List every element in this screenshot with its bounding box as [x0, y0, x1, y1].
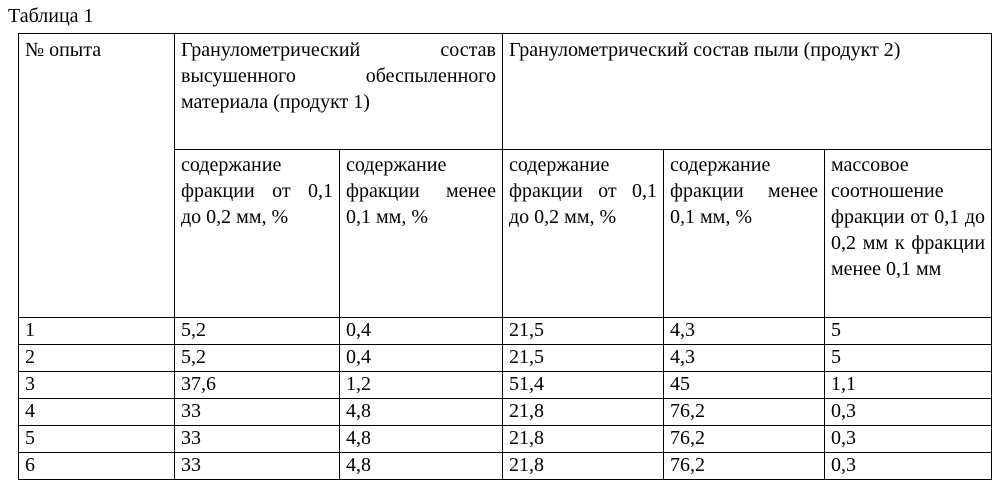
table-row: 5 33 4,8 21,8 76,2 0,3 [19, 426, 992, 453]
cell-p2-fraction-01-02: 51,4 [503, 372, 664, 399]
cell-p2-fraction-01-02: 21,8 [503, 426, 664, 453]
cell-p2-fraction-under-01: 76,2 [664, 426, 825, 453]
cell-p2-fraction-under-01: 76,2 [664, 453, 825, 480]
cell-mass-ratio: 0,3 [825, 426, 992, 453]
cell-p1-fraction-01-02: 33 [175, 399, 340, 426]
cell-mass-ratio: 0,3 [825, 399, 992, 426]
table-row: 3 37,6 1,2 51,4 45 1,1 [19, 372, 992, 399]
cell-p2-fraction-01-02: 21,5 [503, 345, 664, 372]
table-caption: Таблица 1 [8, 4, 94, 28]
subheader-p2-fraction-under-01: содержание фракции менее 0,1 мм, % [664, 150, 825, 318]
header-experiment-no: № опыта [19, 34, 175, 318]
cell-p1-fraction-under-01: 0,4 [340, 318, 503, 345]
cell-p2-fraction-under-01: 4,3 [664, 318, 825, 345]
cell-p1-fraction-under-01: 4,8 [340, 453, 503, 480]
cell-experiment-no: 4 [19, 399, 175, 426]
cell-p1-fraction-01-02: 33 [175, 426, 340, 453]
cell-mass-ratio: 5 [825, 345, 992, 372]
cell-mass-ratio: 1,1 [825, 372, 992, 399]
cell-p2-fraction-01-02: 21,8 [503, 453, 664, 480]
cell-p2-fraction-under-01: 45 [664, 372, 825, 399]
table-row: 2 5,2 0,4 21,5 4,3 5 [19, 345, 992, 372]
granulometry-table: № опыта Гранулометрический состав высуше… [18, 33, 992, 480]
subheader-mass-ratio: массовое соотношение фракции от 0,1 до 0… [825, 150, 992, 318]
cell-experiment-no: 1 [19, 318, 175, 345]
cell-experiment-no: 3 [19, 372, 175, 399]
table-row: 4 33 4,8 21,8 76,2 0,3 [19, 399, 992, 426]
header-row: № опыта Гранулометрический состав высуше… [19, 34, 992, 150]
cell-p2-fraction-01-02: 21,8 [503, 399, 664, 426]
cell-experiment-no: 5 [19, 426, 175, 453]
cell-p1-fraction-01-02: 5,2 [175, 345, 340, 372]
cell-p1-fraction-under-01: 4,8 [340, 426, 503, 453]
cell-experiment-no: 6 [19, 453, 175, 480]
cell-p2-fraction-under-01: 4,3 [664, 345, 825, 372]
cell-p1-fraction-01-02: 5,2 [175, 318, 340, 345]
cell-p1-fraction-under-01: 0,4 [340, 345, 503, 372]
table-row: 6 33 4,8 21,8 76,2 0,3 [19, 453, 992, 480]
cell-p1-fraction-01-02: 37,6 [175, 372, 340, 399]
subheader-p1-fraction-under-01: содержание фракции менее 0,1 мм, % [340, 150, 503, 318]
cell-p2-fraction-under-01: 76,2 [664, 399, 825, 426]
subheader-p2-fraction-01-02: содержание фракции от 0,1 до 0,2 мм, % [503, 150, 664, 318]
subheader-p1-fraction-01-02: содержание фракции от 0,1 до 0,2 мм, % [175, 150, 340, 318]
cell-p1-fraction-under-01: 1,2 [340, 372, 503, 399]
cell-p1-fraction-under-01: 4,8 [340, 399, 503, 426]
cell-mass-ratio: 0,3 [825, 453, 992, 480]
cell-p1-fraction-01-02: 33 [175, 453, 340, 480]
cell-mass-ratio: 5 [825, 318, 992, 345]
header-product1: Гранулометрический состав высушенного об… [175, 34, 503, 150]
table-row: 1 5,2 0,4 21,5 4,3 5 [19, 318, 992, 345]
cell-experiment-no: 2 [19, 345, 175, 372]
cell-p2-fraction-01-02: 21,5 [503, 318, 664, 345]
header-product2: Гранулометрический состав пыли (продукт … [503, 34, 992, 150]
